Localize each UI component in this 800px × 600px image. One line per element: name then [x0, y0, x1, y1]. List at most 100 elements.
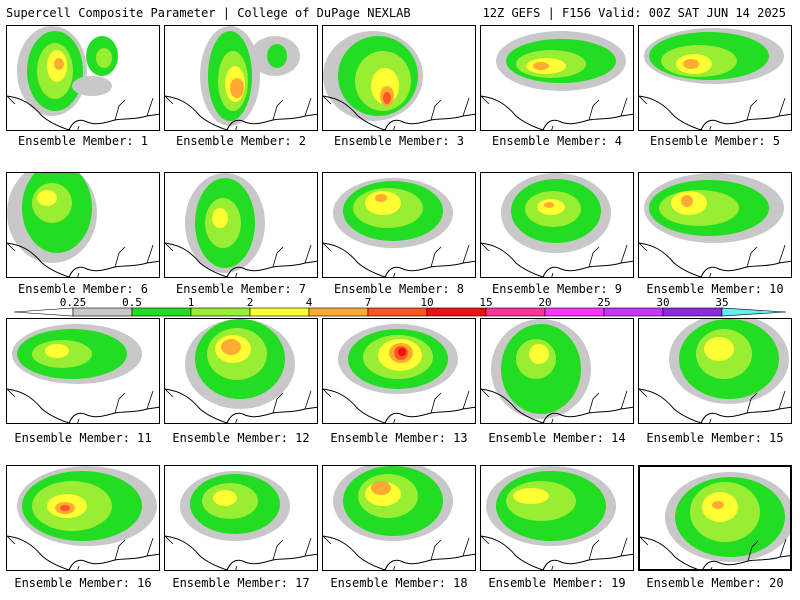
coastline [323, 242, 475, 277]
colorbar-tick-label: 1 [188, 297, 195, 309]
state-borders [323, 95, 470, 130]
figure-title: Supercell Composite Parameter | College … [6, 6, 411, 20]
state-borders [165, 242, 312, 277]
scp-contour-fill [533, 62, 549, 70]
ensemble-member-label: Ensemble Member: 10 [646, 282, 784, 296]
colorbar: 0.25 0.5 1 2 4 7 10 15 20 25 30 35 [13, 297, 787, 317]
state-borders [640, 536, 787, 569]
state-borders [165, 388, 312, 423]
scp-contour-fill [683, 59, 699, 69]
scp-field-map [7, 26, 159, 130]
state-borders [639, 388, 786, 423]
ensemble-member-map [480, 465, 634, 571]
scp-contour-fill [267, 44, 287, 68]
ensemble-member-map [638, 25, 792, 131]
state-borders [481, 95, 628, 130]
scp-contour-fill [371, 481, 391, 495]
colorbar-high-extend [721, 307, 787, 317]
colorbar-segment [249, 307, 310, 317]
ensemble-member-map [638, 172, 792, 278]
scp-field-map [7, 324, 159, 423]
colorbar-tick-label: 7 [365, 297, 372, 309]
coastline [165, 95, 317, 130]
scp-field-map [165, 471, 317, 570]
ensemble-member-map [6, 318, 160, 424]
ensemble-member-map [164, 172, 318, 278]
scp-field-map [481, 319, 633, 423]
colorbar-tick-label: 35 [715, 297, 728, 309]
colorbar-segment [603, 307, 664, 317]
scp-contour-fill [221, 339, 241, 355]
ensemble-member-label: Ensemble Member: 6 [17, 282, 149, 296]
coastline [7, 95, 159, 130]
ensemble-member-map [480, 172, 634, 278]
scp-field-map [481, 31, 633, 130]
scp-contour-fill [383, 92, 391, 104]
ensemble-member-label: Ensemble Member: 11 [14, 431, 152, 445]
scp-contour-fill [230, 78, 244, 98]
scp-contour-fill [45, 344, 69, 358]
ensemble-member-map [638, 318, 792, 424]
scp-field-map [323, 466, 475, 570]
coastline [323, 388, 475, 423]
colorbar-segment [190, 307, 251, 317]
scp-field-map [481, 466, 633, 570]
scp-field-map [7, 173, 159, 277]
scp-field-map [7, 466, 159, 570]
ensemble-member-label: Ensemble Member: 16 [14, 576, 152, 590]
scp-contour-fill [398, 348, 406, 356]
ensemble-member-label: Ensemble Member: 5 [649, 134, 781, 148]
scp-contour-fill [213, 490, 237, 506]
scp-field-map [481, 173, 633, 277]
state-borders [639, 95, 786, 130]
scp-field-map [323, 178, 475, 277]
run-valid-time: 12Z GEFS | F156 Valid: 00Z SAT JUN 14 20… [482, 6, 786, 20]
colorbar-segment [485, 307, 546, 317]
state-borders [165, 535, 312, 570]
coastline [639, 242, 791, 277]
scp-field-map [323, 31, 475, 130]
state-borders [7, 535, 154, 570]
scp-contour-fill [54, 58, 64, 70]
scp-field-map [165, 173, 317, 277]
coastline [7, 535, 159, 570]
state-borders [323, 242, 470, 277]
ensemble-member-label: Ensemble Member: 4 [491, 134, 623, 148]
ensemble-member-map [6, 172, 160, 278]
coastline [640, 536, 790, 569]
colorbar-tick-label: 20 [538, 297, 551, 309]
scp-contour-fill [60, 505, 70, 511]
ensemble-member-label: Ensemble Member: 7 [175, 282, 307, 296]
ensemble-member-label: Ensemble Member: 3 [333, 134, 465, 148]
colorbar-tick-label: 10 [420, 297, 433, 309]
scp-contour-fill [365, 191, 401, 215]
colorbar-tick-label: 0.5 [122, 297, 142, 309]
coastline [165, 242, 317, 277]
colorbar-segment [131, 307, 192, 317]
scp-field-map [639, 28, 791, 130]
colorbar-segment [426, 307, 487, 317]
scp-contour-fill [375, 194, 387, 202]
colorbar-tick-label: 30 [656, 297, 669, 309]
coastline [481, 95, 633, 130]
ensemble-member-map [480, 318, 634, 424]
ensemble-member-map [322, 172, 476, 278]
ensemble-member-map [6, 25, 160, 131]
ensemble-member-label: Ensemble Member: 12 [172, 431, 310, 445]
ensemble-member-label: Ensemble Member: 15 [646, 431, 784, 445]
coastline [481, 535, 633, 570]
ensemble-member-map [322, 318, 476, 424]
coastline [481, 242, 633, 277]
state-borders [481, 242, 628, 277]
ensemble-member-label: Ensemble Member: 1 [17, 134, 149, 148]
scp-contour-fill [513, 488, 549, 504]
scp-field-map [639, 319, 791, 423]
coastline [7, 388, 159, 423]
state-borders [7, 242, 154, 277]
coastline [323, 535, 475, 570]
coastline [7, 242, 159, 277]
ensemble-member-label: Ensemble Member: 2 [175, 134, 307, 148]
coastline [639, 95, 791, 130]
ensemble-member-label: Ensemble Member: 20 [646, 576, 784, 590]
